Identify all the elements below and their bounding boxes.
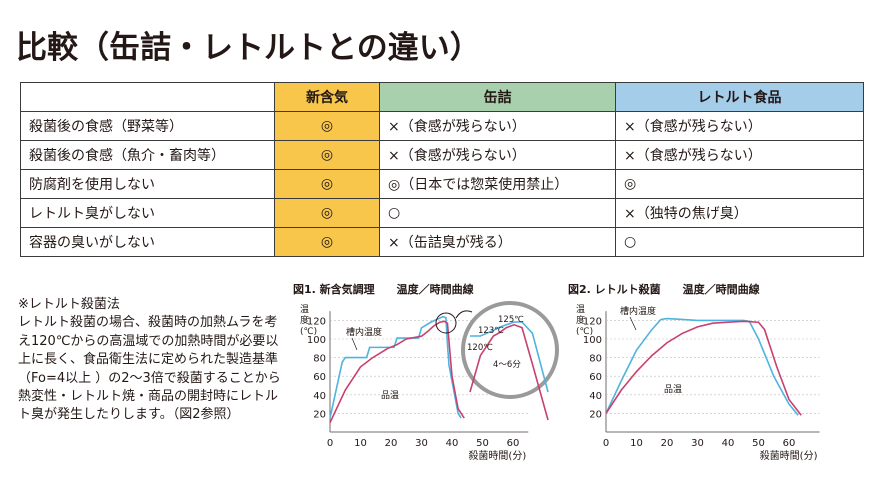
shingaki-cell: ◎ bbox=[274, 198, 380, 228]
x-tick-label: 30 bbox=[415, 438, 428, 449]
inset-series-line-1 bbox=[469, 323, 549, 421]
series-label: 品温 bbox=[381, 390, 399, 401]
series-line-1 bbox=[605, 320, 802, 416]
x-tick-label: 0 bbox=[327, 438, 333, 449]
chart-title: 図1. 新含気調理 温度／時間曲線 bbox=[293, 282, 474, 296]
y-axis-label: 温 bbox=[300, 304, 309, 315]
inset-label: 123℃ bbox=[478, 326, 504, 336]
series-label: 槽内温度 bbox=[346, 326, 382, 338]
retort-cell: ×（食感が残らない） bbox=[615, 111, 864, 141]
retort-cell: ◎ bbox=[615, 169, 864, 199]
series-label-leader bbox=[629, 316, 637, 331]
x-tick-label: 30 bbox=[691, 438, 704, 449]
shingaki-cell: ◎ bbox=[274, 169, 380, 199]
y-axis-label: (℃) bbox=[300, 327, 317, 337]
row-label: 容器の臭いがしない bbox=[20, 227, 275, 257]
header-retort: レトルト食品 bbox=[615, 82, 864, 112]
y-tick-label: 60 bbox=[589, 372, 602, 383]
retort-cell: ○ bbox=[615, 227, 864, 257]
x-tick-label: 40 bbox=[722, 438, 735, 449]
shingaki-cell: ◎ bbox=[274, 140, 380, 170]
x-tick-label: 20 bbox=[661, 438, 674, 449]
series-label-leader bbox=[351, 337, 358, 351]
can-cell: ×（食感が残らない） bbox=[379, 111, 616, 141]
series-line-0 bbox=[605, 317, 799, 416]
series-label: 槽内温度 bbox=[620, 305, 656, 317]
retort-cell: ×（食感が残らない） bbox=[615, 140, 864, 170]
table-header-row: 新含気 缶詰 レトルト食品 bbox=[20, 82, 864, 112]
series-line-0 bbox=[329, 315, 462, 419]
y-tick-label: 20 bbox=[589, 409, 602, 420]
inset-label: 125℃ bbox=[498, 315, 524, 325]
y-axis-label: (℃) bbox=[576, 327, 593, 337]
x-tick-label: 0 bbox=[603, 438, 609, 449]
table-row: 殺菌後の食感（魚介・畜肉等） ◎ ×（食感が残らない） ×（食感が残らない） bbox=[20, 140, 864, 170]
can-cell: ◎（日本では惣菜使用禁止） bbox=[379, 169, 616, 199]
x-tick-label: 40 bbox=[446, 438, 459, 449]
x-tick-label: 50 bbox=[476, 438, 489, 449]
retort-note: ※レトルト殺菌法 レトルト殺菌の場合、殺菌時の加熱ムラを考え120℃からの高温域… bbox=[18, 296, 288, 425]
table-row: 殺菌後の食感（野菜等） ◎ ×（食感が残らない） ×（食感が残らない） bbox=[20, 111, 864, 141]
y-tick-label: 100 bbox=[583, 335, 602, 346]
x-axis-label: 殺菌時間(分) bbox=[760, 449, 818, 462]
header-blank bbox=[20, 82, 275, 112]
comparison-table: 新含気 缶詰 レトルト食品 殺菌後の食感（野菜等） ◎ ×（食感が残らない） ×… bbox=[20, 82, 864, 257]
page-title: 比較（缶詰・レトルトとの違い） bbox=[16, 30, 481, 66]
x-tick-label: 60 bbox=[783, 438, 796, 449]
can-cell: ×（缶詰臭が残る） bbox=[379, 227, 616, 257]
y-tick-label: 100 bbox=[307, 335, 326, 346]
y-tick-label: 40 bbox=[589, 391, 602, 402]
chart-title: 図2. レトルト殺菌 温度／時間曲線 bbox=[568, 282, 760, 296]
y-tick-label: 40 bbox=[313, 391, 326, 402]
zoom-circle-small bbox=[435, 312, 457, 334]
series-line-1 bbox=[329, 320, 465, 424]
x-tick-label: 60 bbox=[507, 438, 520, 449]
x-tick-label: 10 bbox=[354, 438, 367, 449]
inset-label: 120℃ bbox=[467, 343, 493, 353]
x-tick-label: 50 bbox=[752, 438, 765, 449]
y-tick-label: 120 bbox=[583, 316, 602, 327]
y-tick-label: 80 bbox=[313, 354, 326, 365]
y-axis-label: 度 bbox=[576, 314, 585, 326]
note-heading: ※レトルト殺菌法 bbox=[18, 297, 120, 312]
shingaki-cell: ◎ bbox=[274, 227, 380, 257]
retort-cell: ×（独特の焦げ臭） bbox=[615, 198, 864, 228]
x-tick-label: 20 bbox=[385, 438, 398, 449]
x-tick-label: 10 bbox=[630, 438, 643, 449]
y-tick-label: 80 bbox=[589, 354, 602, 365]
y-tick-label: 120 bbox=[307, 316, 326, 327]
can-cell: ×（食感が残らない） bbox=[379, 140, 616, 170]
note-body: レトルト殺菌の場合、殺菌時の加熱ムラを考え120℃からの高温域での加熱時間が必要… bbox=[18, 315, 281, 423]
series-label: 品温 bbox=[664, 384, 682, 395]
x-axis-label: 殺菌時間(分) bbox=[468, 449, 526, 462]
y-tick-label: 60 bbox=[313, 372, 326, 383]
inset-series-line-0 bbox=[470, 321, 549, 393]
zoom-arrow bbox=[455, 310, 473, 319]
inset-circle bbox=[461, 301, 559, 399]
y-tick-label: 20 bbox=[313, 409, 326, 420]
y-axis-label: 温 bbox=[576, 304, 585, 315]
y-axis-label: 度 bbox=[300, 314, 309, 326]
row-label: 殺菌後の食感（魚介・畜肉等） bbox=[20, 140, 275, 170]
table-row: 防腐剤を使用しない ◎ ◎（日本では惣菜使用禁止） ◎ bbox=[20, 169, 864, 199]
inset-label: 4～6分 bbox=[493, 360, 521, 370]
table-row: 容器の臭いがしない ◎ ×（缶詰臭が残る） ○ bbox=[20, 227, 864, 257]
